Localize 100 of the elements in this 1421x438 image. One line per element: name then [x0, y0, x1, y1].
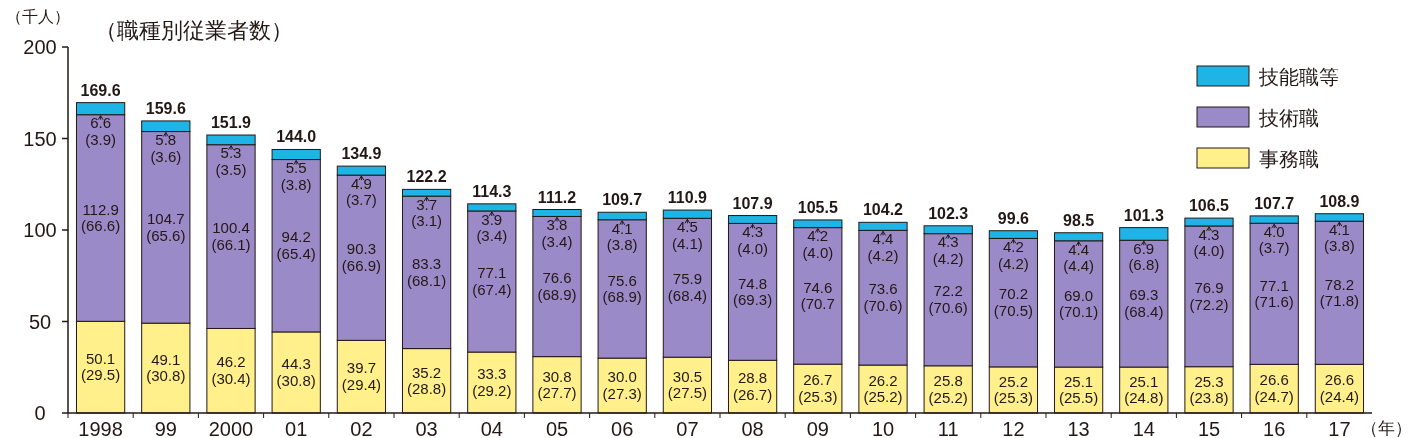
- x-tick-label: 02: [350, 418, 373, 438]
- data-label: 74.8 (69.3): [733, 274, 773, 309]
- y-tick-label: 150: [23, 127, 57, 150]
- total-label: 106.5: [1188, 197, 1230, 215]
- data-label: 3.8 (3.4): [541, 216, 573, 250]
- total-label: 122.2: [406, 168, 447, 186]
- x-tick-label: 03: [415, 418, 438, 438]
- data-label: 28.8 (26.7): [733, 369, 773, 403]
- y-tick-label: 200: [23, 36, 57, 58]
- data-label: 30.0 (27.3): [602, 368, 642, 402]
- total-label: 109.7: [602, 191, 643, 209]
- data-label: 6.9 (6.8): [1128, 240, 1160, 274]
- x-tick-label: 13: [1067, 418, 1090, 438]
- data-label: 39.7 (29.4): [341, 359, 381, 393]
- chart-title: （職種別従業者数）: [95, 18, 293, 43]
- x-tick-label: 14: [1132, 418, 1155, 438]
- data-label: 4.1 (3.8): [1323, 220, 1355, 255]
- data-label: 5.3 (3.5): [215, 144, 247, 178]
- total-label: 102.3: [928, 204, 969, 222]
- data-label: 77.1 (67.4): [472, 264, 512, 298]
- data-label: 4.2 (4.2): [997, 238, 1029, 272]
- data-label: 26.6 (24.7): [1254, 371, 1294, 405]
- x-tick-label: 10: [871, 418, 895, 438]
- data-label: 25.2 (25.3): [993, 372, 1033, 407]
- data-label: 78.2 (71.8): [1319, 275, 1359, 310]
- data-label: 90.3 (66.9): [341, 240, 381, 274]
- data-label: 4.3 (4.0): [737, 223, 769, 257]
- x-tick-label: 16: [1263, 418, 1286, 438]
- x-tick-label: 15: [1197, 418, 1221, 438]
- data-label: 5.8 (3.6): [150, 131, 182, 165]
- x-tick-label: 09: [806, 418, 829, 438]
- data-label: 44.3 (30.8): [276, 355, 316, 389]
- total-label: 159.6: [145, 99, 186, 117]
- data-label: 4.9 (3.7): [345, 174, 377, 209]
- total-label: 107.9: [732, 194, 773, 212]
- total-label: 108.9: [1319, 192, 1360, 210]
- data-label: 26.7 (25.3): [798, 371, 838, 405]
- data-label: 25.3 (23.8): [1189, 372, 1229, 407]
- data-label: 4.4 (4.4): [1063, 240, 1095, 275]
- y-axis-title: （千人）: [6, 8, 70, 25]
- data-label: 49.1 (30.8): [146, 350, 186, 385]
- data-label: 3.7 (3.1): [411, 195, 443, 230]
- total-label: 98.5: [1063, 211, 1095, 229]
- data-label: 25.1 (24.8): [1124, 372, 1164, 407]
- data-label: 94.2 (65.4): [276, 228, 316, 262]
- data-label: 26.6 (24.4): [1319, 371, 1359, 405]
- x-tick-label: 17: [1328, 418, 1351, 438]
- data-label: 30.8 (27.7): [537, 367, 577, 402]
- data-label: 35.2 (28.8): [407, 363, 447, 398]
- x-tick-label: 99: [154, 418, 177, 438]
- data-label: 77.1 (71.6): [1254, 276, 1294, 311]
- x-tick-label: 2000: [208, 418, 254, 438]
- data-label: 76.6 (68.9): [537, 269, 577, 303]
- x-tick-label: 06: [611, 418, 634, 438]
- data-label: 4.5 (4.1): [671, 218, 703, 252]
- total-label: 151.9: [210, 114, 252, 132]
- x-tick-label: 05: [545, 418, 569, 438]
- data-label: 75.6 (68.9): [602, 271, 642, 306]
- total-label: 105.5: [797, 198, 838, 216]
- data-label: 112.9 (66.6): [81, 200, 121, 235]
- data-label: 4.4 (4.2): [867, 230, 899, 264]
- data-label: 104.7 (65.6): [146, 210, 186, 244]
- data-label: 70.2 (70.5): [993, 285, 1033, 319]
- y-tick-label: 100: [23, 219, 57, 241]
- total-label: 111.2: [537, 188, 577, 206]
- data-label: 6.6 (3.9): [85, 114, 117, 148]
- data-label: 75.9 (68.4): [667, 270, 707, 304]
- total-label: 114.3: [472, 182, 512, 200]
- x-tick-label: 07: [676, 418, 699, 438]
- total-label: 99.6: [997, 209, 1030, 227]
- x-tick-label: 01: [285, 418, 308, 438]
- data-label: 4.3 (4.0): [1193, 225, 1225, 260]
- data-label: 50.1 (29.5): [81, 349, 121, 384]
- data-label: 72.2 (70.6): [928, 282, 968, 316]
- data-label: 83.3 (68.1): [407, 255, 447, 289]
- y-tick-label: 50: [28, 310, 52, 333]
- data-label: 4.3 (4.2): [932, 233, 964, 267]
- data-label: 69.0 (70.1): [1059, 286, 1099, 321]
- data-label: 100.4 (66.1): [211, 219, 251, 253]
- x-tick-label: 12: [1002, 418, 1025, 438]
- data-label: 25.1 (25.5): [1059, 372, 1099, 407]
- data-label: 69.3 (68.4): [1124, 286, 1164, 320]
- total-label: 134.9: [341, 145, 382, 163]
- total-label: 107.7: [1254, 194, 1295, 212]
- x-tick-label: 04: [480, 418, 503, 438]
- data-label: 76.9 (72.2): [1189, 279, 1229, 313]
- data-label: 74.6 (70.7: [800, 278, 835, 313]
- x-axis-title: （年）: [1360, 419, 1412, 438]
- data-label: 4.1 (3.8): [606, 219, 638, 253]
- total-label: 169.6: [80, 81, 121, 99]
- total-label: 144.0: [276, 128, 317, 146]
- total-label: 101.3: [1123, 206, 1164, 224]
- legend-label: 技術職: [1258, 107, 1319, 129]
- total-label: 104.2: [862, 201, 904, 219]
- data-label: 25.8 (25.2): [928, 372, 968, 406]
- data-label: 33.3 (29.2): [472, 365, 512, 399]
- data-label: 30.5 (27.5): [667, 367, 707, 402]
- x-tick-label: 08: [741, 418, 764, 438]
- data-label: 4.0 (3.7): [1258, 222, 1290, 257]
- y-tick-label: 0: [34, 402, 46, 424]
